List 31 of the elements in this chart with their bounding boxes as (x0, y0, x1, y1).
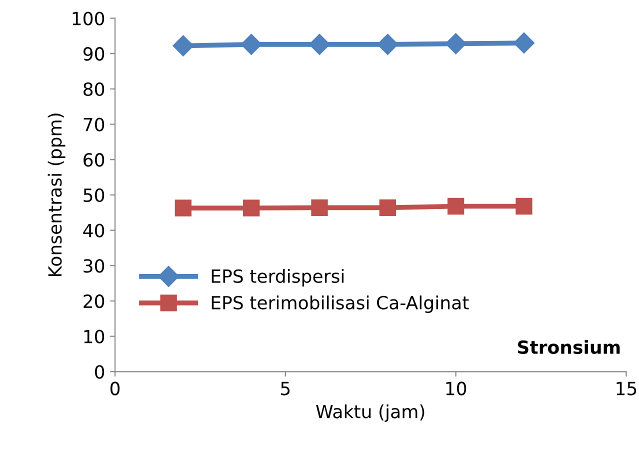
point (513, 32, 534, 54)
y-axis-title: Konsentrasi (ppm) (48, 114, 66, 276)
y-tick-label: 10 (84, 330, 104, 344)
x-tick-label: 0 (110, 382, 120, 396)
x-tick-label: 15 (616, 382, 636, 396)
x-tick-label: 10 (446, 382, 466, 396)
point (243, 200, 260, 216)
annotation: Stronsium (518, 340, 620, 354)
point (377, 34, 398, 55)
point (240, 34, 262, 55)
x-axis-title: Waktu (jam) (316, 404, 424, 422)
point (311, 199, 328, 216)
y-tick-label: 80 (84, 82, 104, 96)
point (516, 198, 532, 215)
legend-label: EPS terdispersi (212, 269, 344, 286)
point (447, 198, 464, 215)
point (174, 200, 192, 216)
y-tick-label: 50 (84, 188, 104, 202)
y-tick-label: 0 (95, 365, 104, 379)
y-tick-label: 30 (84, 259, 104, 273)
point (172, 35, 194, 56)
y-tick-label: 60 (84, 153, 104, 167)
legend-label: EPS terimobilisasi Ca-Alginat (212, 296, 469, 313)
point (379, 199, 396, 216)
y-tick-label: 90 (83, 47, 104, 61)
y-tick-label: 70 (84, 118, 104, 132)
x-tick-label: 5 (281, 382, 290, 396)
y-tick-label: 100 (72, 12, 104, 26)
y-tick-label: 20 (84, 294, 104, 308)
point (445, 33, 466, 54)
y-tick-label: 40 (83, 224, 104, 238)
